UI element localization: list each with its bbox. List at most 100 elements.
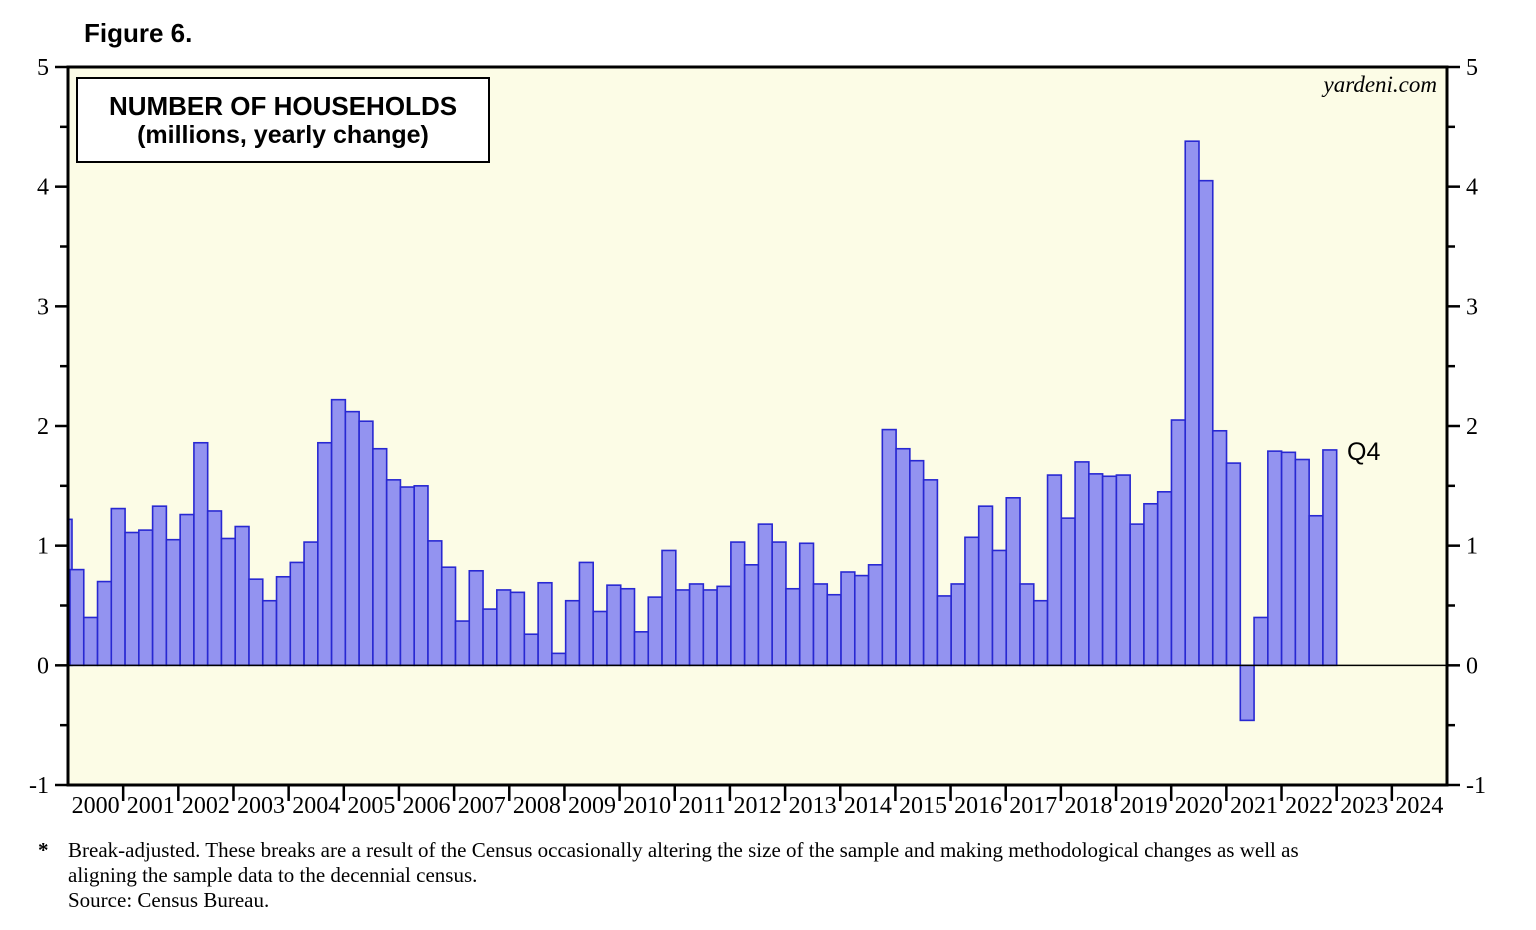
bar-2015Q4 [936,595,952,667]
bar-2002Q1 [179,513,195,667]
bar-2000Q4 [110,507,126,667]
bar-2016Q1 [950,583,966,667]
bar-2006Q4 [440,566,457,667]
bar-2021Q1 [1225,462,1242,667]
bar-2014Q2 [853,574,870,667]
bar-2016Q3 [977,505,994,667]
bar-2010Q4 [661,549,677,667]
bar-2004Q4 [330,398,347,667]
x-label-2006: 2006 [403,793,451,819]
x-label-2010: 2010 [623,793,671,819]
bar-2022Q1 [1280,451,1297,667]
bar-2007Q4 [496,589,512,667]
x-label-2013: 2013 [789,793,837,819]
bar-2009Q4 [606,584,622,667]
footnote: Break-adjusted. These breaks are a resul… [68,838,1428,913]
bar-2012Q2 [743,564,760,667]
bar-2003Q1 [234,525,250,667]
x-label-2002: 2002 [182,793,230,819]
bar-2014Q3 [867,564,884,667]
bar-2011Q4 [716,585,732,667]
bar-2003Q3 [261,599,278,667]
bar-2001Q4 [165,538,181,667]
bar-2016Q4 [991,549,1008,667]
bar-2008Q1 [509,591,526,667]
x-label-2007: 2007 [458,793,506,819]
x-label-2003: 2003 [237,793,285,819]
bar-2014Q1 [840,571,856,667]
q4-annotation: Q4 [1347,438,1381,466]
bar-2009Q3 [592,610,608,667]
bar-2020Q1 [1170,419,1187,667]
bar-2018Q4 [1101,475,1118,667]
bar-2011Q2 [688,583,705,667]
bar-2015Q3 [922,479,939,667]
bar-2021Q2 [1239,664,1255,722]
footnote-line-3: Source: Census Bureau. [68,888,270,912]
x-label-2022: 2022 [1285,793,1333,819]
bar-2006Q2 [413,485,429,667]
x-label-2005: 2005 [347,793,395,819]
bar-2007Q3 [482,608,498,667]
bar-2011Q1 [675,589,691,667]
bar-2005Q4 [385,479,402,667]
y-label-left-0: 0 [37,653,49,679]
bar-2010Q2 [633,631,650,667]
x-label-2015: 2015 [899,793,947,819]
y-label-right-3: 3 [1466,294,1478,320]
bar-2004Q1 [289,561,305,667]
bar-2013Q2 [798,542,815,667]
bar-2008Q4 [551,652,567,667]
y-label-left-1: 1 [37,534,49,560]
footnote-line-2: aligning the sample data to the decennia… [68,863,478,887]
bar-2016Q2 [964,536,980,667]
bar-2019Q1 [1115,474,1131,667]
y-label-left-3: 3 [37,294,49,320]
y-label-right-0: 0 [1466,653,1478,679]
footnote-asterisk: * [38,838,49,862]
y-label-right-1: 1 [1466,534,1478,560]
bar-2010Q1 [619,587,636,667]
figure-label: Figure 6. [84,18,193,48]
watermark-yardeni: yardeni.com [1323,72,1437,97]
bar-2017Q4 [1046,474,1063,667]
x-label-2000: 2000 [72,793,120,819]
bar-2020Q4 [1211,429,1228,667]
y-label-left-2: 2 [37,414,49,440]
bar-2018Q3 [1088,473,1104,667]
bar-2021Q4 [1267,450,1283,667]
bar-2002Q3 [206,510,223,667]
bar-2008Q3 [537,581,553,667]
bar-2022Q4 [1322,449,1338,667]
bar-2014Q4 [881,428,897,667]
x-label-2020: 2020 [1175,793,1223,819]
bar-2020Q2 [1184,140,1200,667]
footnote-line-1: Break-adjusted. These breaks are a resul… [68,838,1299,862]
bar-2003Q2 [248,578,264,667]
x-label-2001: 2001 [127,793,175,819]
bar-2006Q1 [399,486,416,667]
bar-2018Q2 [1074,461,1090,667]
bar-2000Q1 [69,568,85,667]
bar-2005Q1 [344,410,360,667]
y-label-right-2: 2 [1466,414,1478,440]
bar-2013Q3 [812,583,829,667]
bar-2012Q4 [771,541,787,667]
bar-2008Q2 [523,633,539,667]
bar-2017Q3 [1032,599,1049,667]
bar-2000Q3 [96,580,113,667]
bar-2022Q3 [1308,514,1324,667]
bar-2019Q2 [1129,523,1145,667]
x-label-2017: 2017 [1009,793,1057,819]
x-label-2011: 2011 [679,793,726,819]
bar-2002Q2 [193,441,209,667]
y-label-right-5: 5 [1466,55,1478,81]
bar-2017Q1 [1005,496,1021,667]
bar-2007Q1 [454,620,471,667]
bar-2001Q3 [151,505,168,667]
x-label-2008: 2008 [513,793,561,819]
bar-2000Q2 [82,616,99,667]
x-label-2016: 2016 [954,793,1002,819]
y-label-right--1: -1 [1466,773,1486,799]
